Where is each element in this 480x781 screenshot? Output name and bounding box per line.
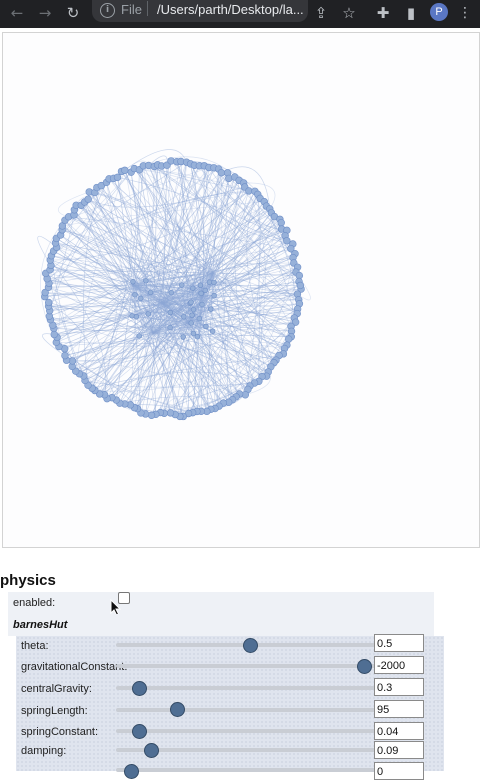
info-icon[interactable]: i [100, 3, 115, 18]
browser-toolbar: ← → ↻ i File /Users/parth/Desktop/la... … [0, 0, 480, 28]
avoid-overlap-value-input[interactable]: 0 [374, 762, 424, 780]
reload-icon[interactable]: ↻ [64, 4, 82, 22]
network-node[interactable] [197, 316, 202, 321]
gravitational-constant-slider-handle[interactable] [357, 659, 372, 674]
network-node[interactable] [146, 311, 151, 316]
enabled-row: enabled: [8, 592, 434, 614]
network-node[interactable] [218, 169, 225, 176]
param-label-spring-constant: springConstant: [21, 726, 98, 738]
network-node[interactable] [212, 293, 217, 298]
network-node[interactable] [134, 314, 139, 319]
network-node[interactable] [189, 321, 194, 326]
network-node[interactable] [198, 283, 203, 288]
network-node[interactable] [225, 175, 232, 182]
param-label-damping: damping: [21, 745, 66, 757]
star-icon[interactable]: ☆ [340, 4, 358, 22]
url-separator [147, 1, 148, 16]
file-label: File [121, 2, 142, 18]
network-node[interactable] [114, 174, 121, 181]
network-node[interactable] [191, 331, 196, 336]
network-node[interactable] [283, 237, 290, 244]
barneshut-group-header: barnesHut [8, 614, 434, 636]
network-node[interactable] [208, 307, 213, 312]
spring-constant-slider[interactable] [116, 729, 388, 733]
spring-length-value-input[interactable]: 95 [374, 700, 424, 718]
network-node[interactable] [168, 310, 173, 315]
network-node[interactable] [212, 280, 217, 285]
network-node[interactable] [51, 331, 58, 338]
damping-value-input[interactable]: 0.09 [374, 741, 424, 759]
network-node[interactable] [207, 280, 212, 285]
network-node[interactable] [148, 290, 153, 295]
extensions-icon[interactable]: ✚ [374, 4, 392, 22]
network-node[interactable] [133, 292, 138, 297]
param-label-spring-length: springLength: [21, 705, 88, 717]
network-node[interactable] [204, 324, 209, 329]
avatar[interactable]: P [430, 3, 448, 21]
network-node[interactable] [203, 288, 208, 293]
network-graph[interactable] [3, 33, 479, 547]
network-node[interactable] [190, 313, 195, 318]
network-node[interactable] [45, 299, 52, 306]
network-node[interactable] [190, 286, 195, 291]
param-label-theta: theta: [21, 640, 49, 652]
network-node[interactable] [179, 283, 184, 288]
spring-length-slider[interactable] [116, 708, 388, 712]
network-node[interactable] [130, 313, 135, 318]
barneshut-label: barnesHut [13, 619, 67, 631]
share-icon[interactable]: ⇪ [312, 4, 330, 22]
network-node[interactable] [210, 329, 215, 334]
network-node[interactable] [137, 334, 142, 339]
sidebar-icon[interactable]: ▮ [402, 4, 420, 22]
gravitational-constant-slider[interactable] [116, 664, 388, 668]
enabled-label: enabled: [13, 597, 55, 609]
network-node[interactable] [199, 291, 204, 296]
url-text[interactable]: /Users/parth/Desktop/la... [157, 2, 307, 18]
network-node[interactable] [181, 335, 186, 340]
central-gravity-slider[interactable] [116, 686, 388, 690]
menu-icon[interactable]: ⋮ [456, 4, 474, 22]
spring-constant-slider-handle[interactable] [132, 724, 147, 739]
network-node[interactable] [121, 167, 128, 174]
network-node[interactable] [167, 409, 174, 416]
barneshut-params: theta: 0.5 gravitationalConstant: -2000 … [16, 636, 444, 771]
network-canvas[interactable] [2, 32, 480, 548]
spring-length-slider-handle[interactable] [170, 702, 185, 717]
network-node[interactable] [189, 300, 194, 305]
network-node[interactable] [148, 412, 155, 419]
forward-arrow-icon[interactable]: → [36, 4, 54, 22]
network-node[interactable] [195, 334, 200, 339]
param-label-gravitational-constant: gravitationalConstant: [21, 661, 127, 673]
network-node[interactable] [297, 282, 304, 289]
avoid-overlap-slider[interactable] [116, 768, 388, 772]
damping-slider-handle[interactable] [144, 743, 159, 758]
network-node[interactable] [131, 279, 136, 284]
network-node[interactable] [191, 307, 196, 312]
network-node[interactable] [169, 290, 174, 295]
network-node[interactable] [200, 302, 205, 307]
address-bar[interactable]: i File /Users/parth/Desktop/la... [92, 0, 308, 22]
central-gravity-slider-handle[interactable] [132, 681, 147, 696]
network-node[interactable] [85, 196, 92, 203]
avoid-overlap-slider-handle[interactable] [124, 764, 139, 779]
theta-slider-handle[interactable] [243, 638, 258, 653]
network-node[interactable] [138, 296, 143, 301]
theta-value-input[interactable]: 0.5 [374, 634, 424, 652]
network-node[interactable] [278, 219, 285, 226]
gravitational-constant-value-input[interactable]: -2000 [374, 656, 424, 674]
network-node[interactable] [143, 278, 148, 283]
physics-section-title: physics [0, 572, 56, 589]
spring-constant-value-input[interactable]: 0.04 [374, 722, 424, 740]
param-label-central-gravity: centralGravity: [21, 683, 92, 695]
network-node[interactable] [62, 352, 69, 359]
central-gravity-value-input[interactable]: 0.3 [374, 678, 424, 696]
network-node[interactable] [168, 325, 173, 330]
network-node[interactable] [181, 314, 186, 319]
back-arrow-icon[interactable]: ← [8, 4, 26, 22]
